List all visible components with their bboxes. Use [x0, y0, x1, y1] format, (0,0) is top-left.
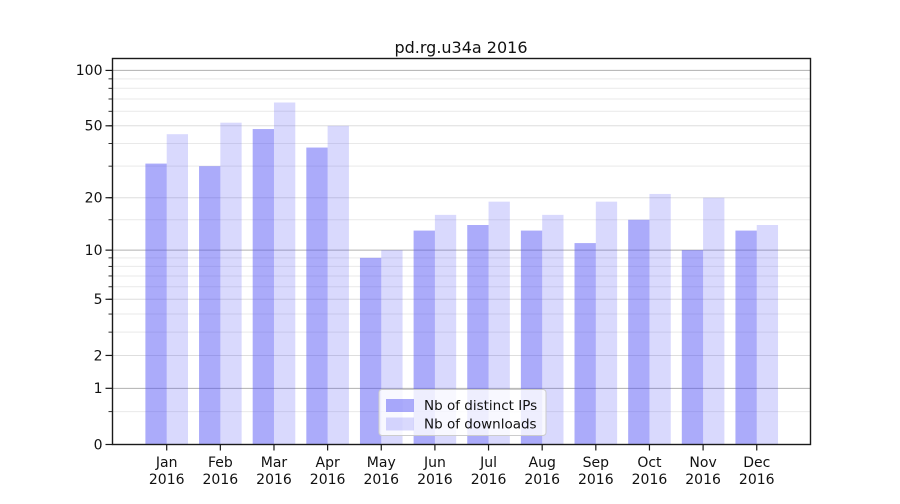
x-tick-label-jun: Jun	[423, 455, 446, 471]
y-tick-label-0: 0	[94, 437, 103, 453]
x-tick-year-sep: 2016	[578, 472, 614, 488]
legend-swatch-downloads	[386, 417, 414, 431]
bar-distinct-ips-feb	[199, 166, 221, 445]
axis-layer: 0125102050100Jan2016Feb2016Mar2016Apr201…	[76, 57, 812, 488]
legend: Nb of distinct IPs Nb of downloads	[378, 389, 547, 436]
bar-distinct-ips-dec	[735, 230, 757, 445]
bar-downloads-apr	[327, 125, 349, 445]
y-tick-label-1: 1	[94, 381, 103, 397]
y-tick-label-20: 20	[85, 191, 103, 207]
bar-distinct-ips-jan	[145, 163, 167, 445]
x-tick-label-jan: Jan	[155, 455, 178, 471]
grid-layer	[112, 69, 811, 413]
x-tick-label-nov: Nov	[689, 455, 716, 471]
x-tick-year-dec: 2016	[739, 472, 775, 488]
y-tick-label-2: 2	[94, 348, 103, 364]
legend-label-downloads: Nb of downloads	[424, 417, 537, 433]
bar-distinct-ips-sep	[574, 243, 596, 445]
x-tick-label-oct: Oct	[637, 455, 662, 471]
x-tick-year-feb: 2016	[203, 472, 239, 488]
x-tick-label-mar: Mar	[261, 455, 288, 471]
x-tick-year-may: 2016	[363, 472, 399, 488]
legend-label-distinct-ips: Nb of distinct IPs	[424, 398, 537, 414]
plot-border	[111, 57, 812, 446]
x-tick-year-mar: 2016	[256, 472, 292, 488]
x-tick-label-feb: Feb	[208, 455, 233, 471]
bar-downloads-jul	[488, 201, 510, 445]
legend-swatch-distinct-ips	[386, 399, 414, 412]
legend-box	[378, 389, 547, 436]
bar-distinct-ips-oct	[628, 219, 650, 445]
bar-distinct-ips-mar	[252, 129, 274, 445]
y-tick-label-100: 100	[76, 63, 103, 79]
bar-distinct-ips-nov	[681, 250, 704, 445]
bar-downloads-jan	[166, 134, 188, 445]
y-tick-label-50: 50	[85, 119, 103, 135]
bar-downloads-jun	[434, 214, 457, 445]
x-tick-year-nov: 2016	[685, 472, 721, 488]
x-tick-label-jul: Jul	[479, 455, 497, 471]
bar-downloads-nov	[703, 197, 725, 445]
x-tick-label-aug: Aug	[529, 455, 556, 471]
x-tick-year-apr: 2016	[310, 472, 346, 488]
x-tick-year-jan: 2016	[149, 472, 185, 488]
x-tick-year-oct: 2016	[632, 472, 668, 488]
bar-downloads-oct	[649, 193, 671, 445]
x-tick-year-jul: 2016	[471, 472, 507, 488]
bar-distinct-ips-apr	[306, 147, 328, 445]
x-tick-label-may: May	[367, 455, 396, 471]
chart-title: pd.rg.u34a 2016	[394, 38, 527, 57]
y-tick-label-10: 10	[85, 243, 103, 259]
bar-downloads-aug	[542, 214, 564, 445]
x-tick-label-sep: Sep	[583, 455, 610, 471]
bar-downloads-mar	[273, 102, 296, 445]
x-tick-year-jun: 2016	[417, 472, 453, 488]
y-tick-label-5: 5	[94, 292, 103, 308]
bar-downloads-feb	[220, 122, 242, 445]
x-tick-label-apr: Apr	[316, 455, 340, 471]
x-tick-year-aug: 2016	[524, 472, 560, 488]
bar-distinct-ips-may	[359, 257, 382, 445]
x-tick-label-dec: Dec	[743, 455, 770, 471]
bar-downloads-dec	[756, 224, 779, 445]
bar-downloads-sep	[595, 201, 618, 445]
bar-layer	[145, 102, 779, 445]
